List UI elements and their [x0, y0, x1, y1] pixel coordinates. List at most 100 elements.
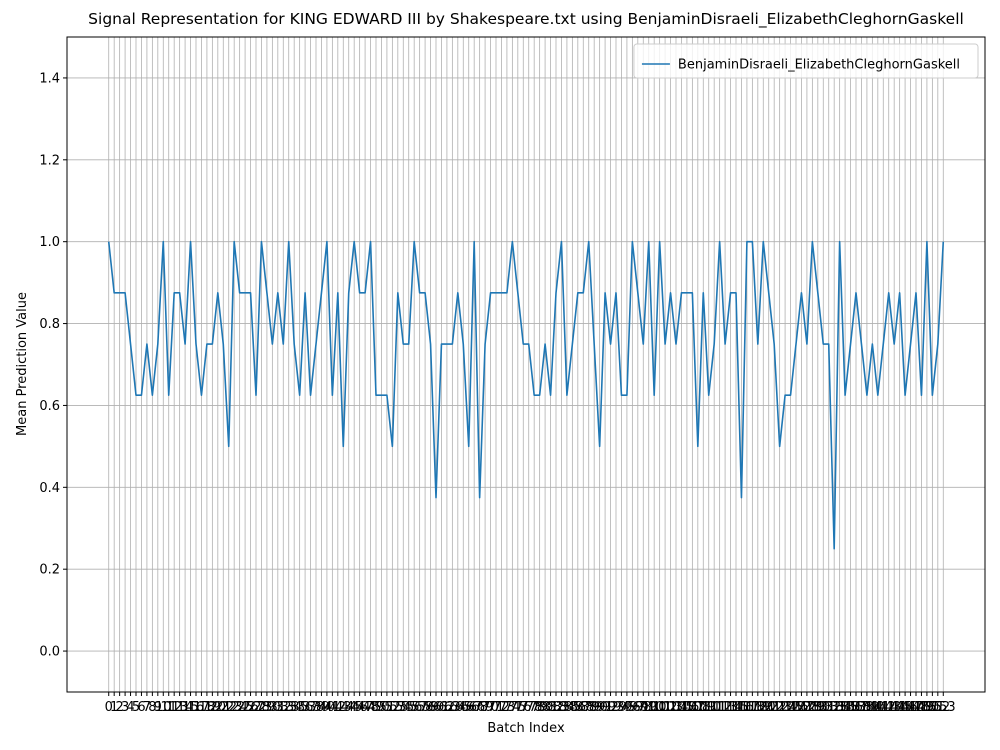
- x-tick-label: 74: [504, 700, 521, 715]
- x-tick-label: 31: [270, 700, 287, 715]
- x-tick-label: 138: [849, 700, 874, 715]
- y-axis-label: Mean Prediction Value: [15, 292, 30, 436]
- x-tick-label: 94: [613, 700, 630, 715]
- x-tick-label: 81: [542, 700, 559, 715]
- x-tick-label: 86: [570, 700, 587, 715]
- x-tick-label: 2: [115, 700, 123, 715]
- x-tick-label: 12: [166, 700, 183, 715]
- x-tick-label: 24: [231, 700, 248, 715]
- x-tick-label: 43: [335, 700, 352, 715]
- x-tick-label: 54: [395, 700, 412, 715]
- x-tick-label: 136: [838, 700, 863, 715]
- x-tick-label: 61: [433, 700, 450, 715]
- x-tick-label: 13: [171, 700, 188, 715]
- x-tick-label: 67: [466, 700, 483, 715]
- x-tick-label: 143: [876, 700, 901, 715]
- x-tick-label: 129: [800, 700, 825, 715]
- x-tick-label: 108: [685, 700, 710, 715]
- x-tick-label: 77: [520, 700, 537, 715]
- x-tick-label: 78: [526, 700, 543, 715]
- x-tick-label: 153: [931, 700, 956, 715]
- x-tick-label: 76: [515, 700, 532, 715]
- x-tick-label: 65: [455, 700, 472, 715]
- x-tick-label: 1: [110, 700, 118, 715]
- x-tick-label: 83: [553, 700, 570, 715]
- x-tick-label: 79: [531, 700, 548, 715]
- x-tick-label: 85: [564, 700, 581, 715]
- x-tick-label: 116: [729, 700, 754, 715]
- x-tick-label: 47: [357, 700, 374, 715]
- x-tick-label: 14: [177, 700, 194, 715]
- y-tick-label: 0.4: [39, 481, 60, 496]
- x-tick-label: 89: [586, 700, 603, 715]
- y-tick-label: 1.0: [39, 235, 60, 250]
- x-tick-label: 131: [811, 700, 836, 715]
- x-tick-label: 18: [199, 700, 216, 715]
- x-tick-label: 59: [422, 700, 439, 715]
- plot-frame: [66, 36, 986, 693]
- x-tick-label: 133: [822, 700, 847, 715]
- x-tick-label: 36: [297, 700, 314, 715]
- x-tick-label: 75: [510, 700, 527, 715]
- x-tick-label: 121: [756, 700, 781, 715]
- x-tick-label: 6: [137, 700, 145, 715]
- y-tick-label: 0.6: [39, 399, 60, 414]
- x-tick-label: 56: [406, 700, 423, 715]
- x-tick-label: 21: [215, 700, 232, 715]
- x-tick-label: 49: [368, 700, 385, 715]
- x-tick-label: 100: [642, 700, 667, 715]
- plot-area: [67, 37, 985, 692]
- x-tick-label: 142: [871, 700, 896, 715]
- x-tick-label: 38: [308, 700, 325, 715]
- x-tick-label: 62: [439, 700, 456, 715]
- x-tick-label: 68: [471, 700, 488, 715]
- x-tick-label: 16: [188, 700, 205, 715]
- x-tick-label: 84: [559, 700, 576, 715]
- x-tick-label: 42: [330, 700, 347, 715]
- x-tick-label: 55: [400, 700, 417, 715]
- x-tick-label: 114: [718, 700, 743, 715]
- x-tick-label: 126: [784, 700, 809, 715]
- x-tick-label: 152: [925, 700, 950, 715]
- y-tick-label: 0.8: [39, 317, 60, 332]
- x-tick-label: 44: [340, 700, 357, 715]
- x-tick-label: 97: [630, 700, 647, 715]
- x-tick-label: 66: [460, 700, 477, 715]
- x-tick-label: 122: [762, 700, 787, 715]
- x-tick-label: 91: [597, 700, 614, 715]
- x-tick-label: 111: [702, 700, 727, 715]
- x-tick-label: 107: [680, 700, 705, 715]
- x-tick-label: 5: [132, 700, 140, 715]
- x-axis-label: Batch Index: [487, 721, 565, 736]
- x-tick-label: 70: [482, 700, 499, 715]
- x-tick-label: 145: [887, 700, 912, 715]
- x-tick-label: 140: [860, 700, 885, 715]
- x-tick-label: 95: [619, 700, 636, 715]
- x-tick-label: 69: [477, 700, 494, 715]
- x-tick-label: 120: [751, 700, 776, 715]
- x-tick-label: 27: [248, 700, 265, 715]
- x-tick-label: 3: [121, 700, 129, 715]
- x-tick-label: 112: [707, 700, 732, 715]
- x-tick-label: 124: [773, 700, 798, 715]
- x-tick-label: 60: [428, 700, 445, 715]
- x-tick-label: 46: [351, 700, 368, 715]
- x-tick-label: 41: [324, 700, 341, 715]
- x-tick-label: 88: [580, 700, 597, 715]
- x-tick-label: 28: [253, 700, 270, 715]
- x-tick-label: 93: [608, 700, 625, 715]
- x-tick-label: 20: [210, 700, 227, 715]
- x-tick-label: 128: [794, 700, 819, 715]
- x-tick-label: 33: [280, 700, 297, 715]
- x-tick-label: 35: [291, 700, 308, 715]
- y-tick-label: 0.0: [39, 645, 60, 660]
- x-tick-label: 149: [909, 700, 934, 715]
- x-tick-label: 117: [734, 700, 759, 715]
- y-tick-label: 1.4: [39, 71, 60, 86]
- x-tick-label: 115: [724, 700, 749, 715]
- x-tick-label: 134: [827, 700, 852, 715]
- x-tick-label: 39: [313, 700, 330, 715]
- x-tick-label: 11: [160, 700, 177, 715]
- x-tick-label: 64: [450, 700, 467, 715]
- x-tick-label: 104: [664, 700, 689, 715]
